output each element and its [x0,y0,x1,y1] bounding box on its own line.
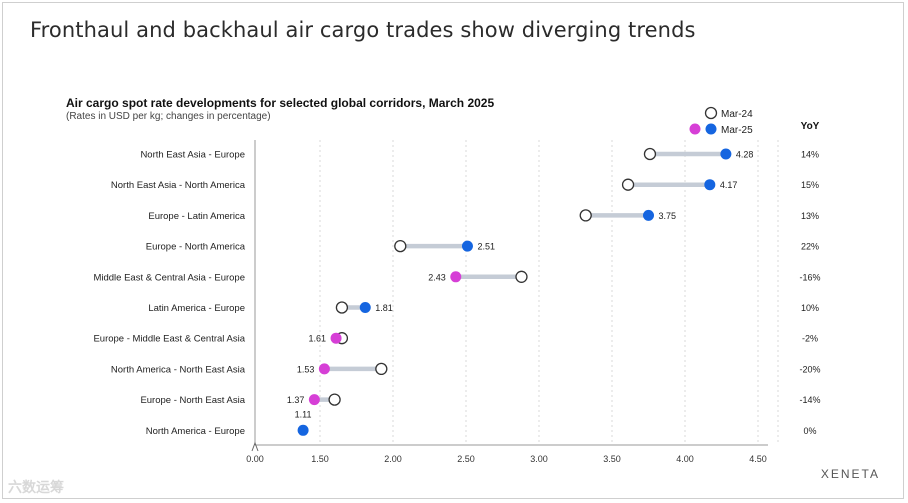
yoy-value: -2% [802,334,818,344]
x-tick-label: 2.50 [457,454,475,464]
axis-break-mark [251,441,259,452]
brand-logo: XENETA [820,467,880,481]
point-mar25 [297,424,309,436]
point-mar25 [720,148,732,160]
point-mar24 [335,301,349,314]
legend-mar25-label: Mar-25 [721,125,753,136]
category-label: North East Asia - North America [111,180,246,191]
point-mar25 [461,240,473,252]
point-mar24 [515,270,528,283]
point-mar25 [704,179,716,191]
value-label: 1.61 [309,334,327,344]
category-label: Europe - Middle East & Central Asia [93,334,245,345]
point-mar25 [450,271,462,283]
category-label: North America - Europe [146,426,245,437]
x-tick-label: 4.00 [676,454,694,464]
value-label: 1.53 [297,364,315,374]
value-label: 2.51 [477,242,495,252]
legend-increase-marker [705,123,717,135]
x-tick-label: 0.00 [246,454,264,464]
point-mar25 [318,363,330,375]
point-mar24 [328,393,341,406]
category-label: North East Asia - Europe [140,150,245,161]
yoy-value: 0% [803,426,816,436]
point-mar25 [359,302,371,313]
x-tick-label: 3.50 [603,454,621,464]
category-label: Europe - Latin America [148,211,245,222]
yoy-value: 14% [801,150,819,160]
value-label: 4.17 [720,180,738,190]
category-label: North America - North East Asia [111,364,246,375]
point-mar24 [579,209,592,222]
point-mar24 [643,147,657,161]
value-label: 4.28 [736,150,754,160]
page-headline: Fronthaul and backhaul air cargo trades … [30,18,696,42]
yoy-value: 10% [801,303,819,313]
yoy-value: -20% [799,364,820,374]
point-mar24 [375,362,388,376]
x-tick-label: 3.00 [530,454,548,464]
point-mar24 [394,239,407,253]
value-label: 3.75 [659,211,677,221]
chart-subtitle: (Rates in USD per kg; changes in percent… [66,111,271,122]
watermark: 六数运筹 [8,479,64,495]
yoy-value: 13% [801,211,819,221]
x-tick-label: 2.00 [384,454,402,464]
yoy-value: -16% [799,272,820,282]
point-mar25 [330,332,342,344]
value-label: 1.37 [287,395,305,405]
value-label: 1.11 [295,409,312,419]
yoy-value: -14% [799,395,820,405]
yoy-header: YoY [801,121,820,132]
point-mar25 [308,394,320,406]
category-label: Europe - North East Asia [140,395,245,406]
legend-mar24-marker [704,106,718,120]
x-tick-label: 4.50 [749,454,767,464]
legend-mar24-label: Mar-24 [721,109,753,120]
yoy-value: 15% [801,180,819,190]
value-label: 2.43 [428,272,446,282]
category-label: Latin America - Europe [148,303,245,314]
category-label: Europe - North America [146,242,246,253]
x-tick-label: 1.50 [311,454,329,464]
value-label: 1.81 [375,303,393,313]
point-mar24 [621,178,635,191]
chart-title: Air cargo spot rate developments for sel… [66,96,495,110]
point-mar25 [643,209,654,221]
legend-decrease-marker [689,123,701,135]
category-label: Middle East & Central Asia - Europe [93,272,245,283]
yoy-value: 22% [801,242,819,252]
